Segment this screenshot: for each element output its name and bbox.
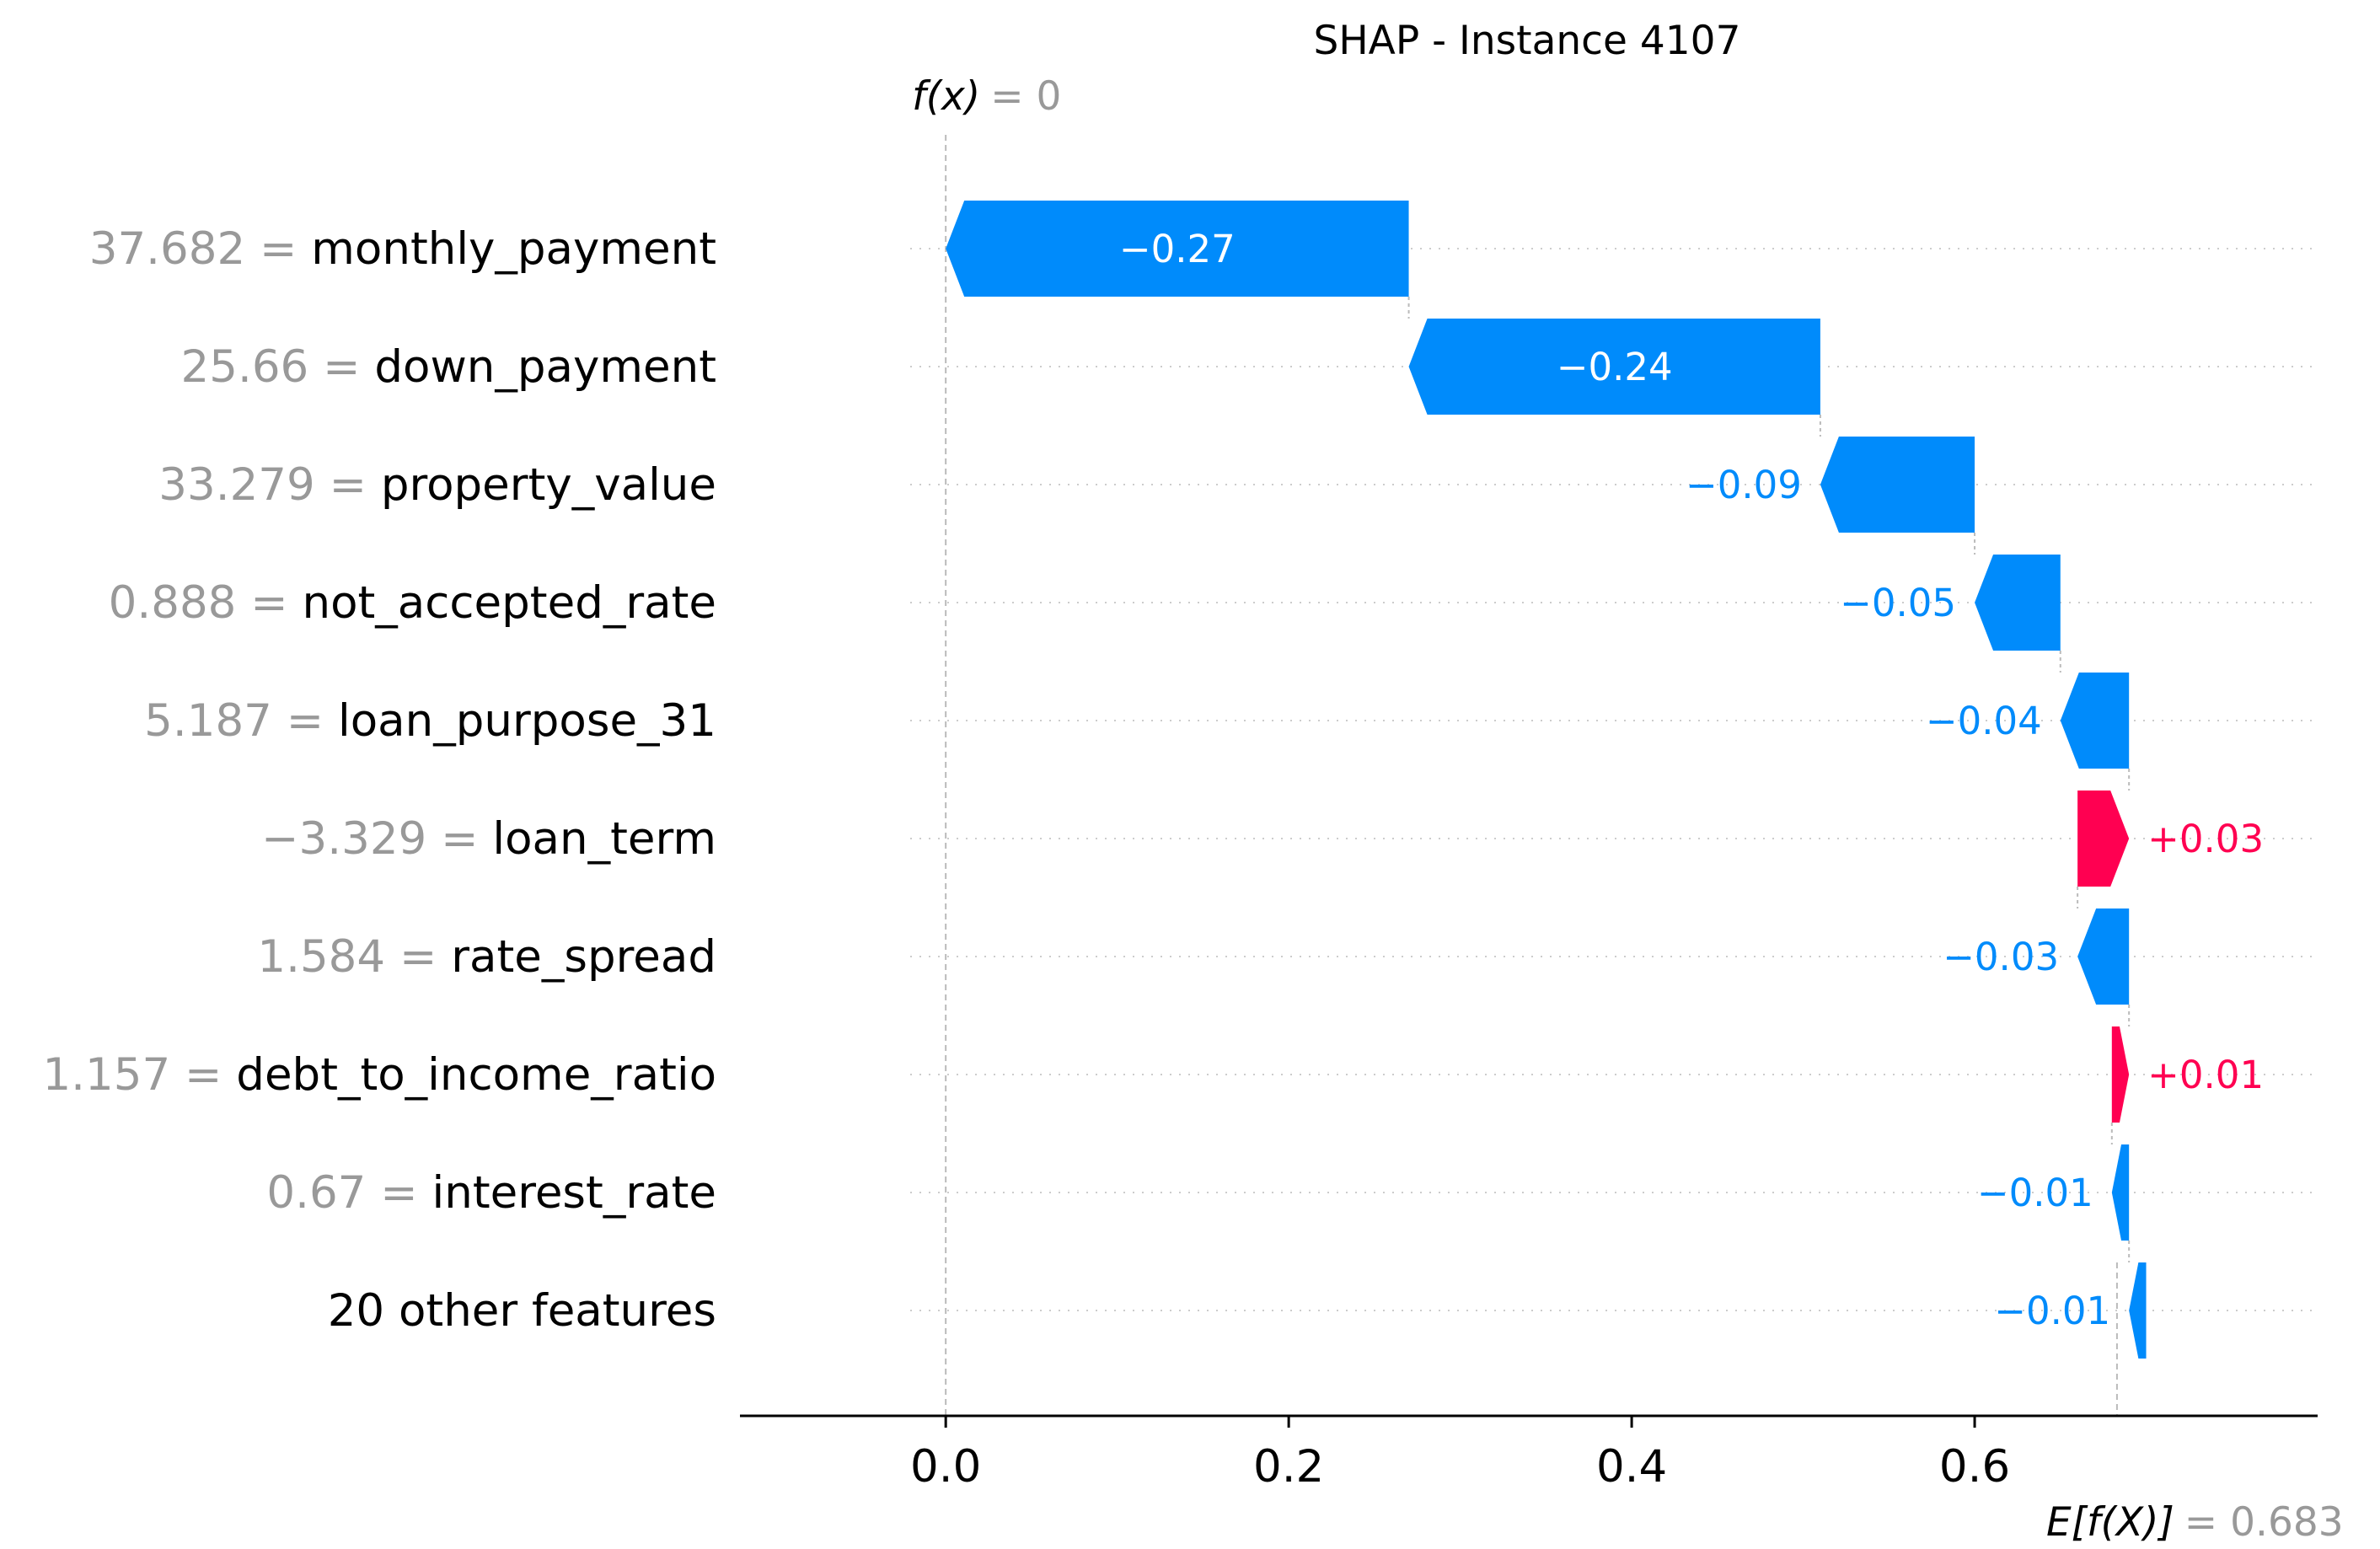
contribution-label: −0.01	[1977, 1171, 2093, 1215]
x-tick-label: 0.0	[910, 1441, 981, 1493]
x-axis: 0.0 0.2 0.4 0.6	[740, 1414, 2318, 1493]
feature-label: 0.67 = interest_rate	[266, 1167, 716, 1219]
bar-loan-term	[2077, 791, 2130, 887]
feature-name: debt_to_income_ratio	[236, 1049, 716, 1101]
feature-name: rate_spread	[451, 931, 716, 983]
bar-debt-to-income-ratio	[2111, 1026, 2130, 1123]
contribution-label: −0.24	[1557, 345, 1673, 389]
feature-name: loan_term	[492, 813, 716, 865]
feature-name: not_accepted_rate	[303, 577, 717, 629]
efx-equals: =	[2184, 1499, 2230, 1546]
feature-label: 20 other features	[328, 1285, 716, 1337]
bar-interest-rate	[2111, 1144, 2130, 1241]
feature-label: 37.682 = monthly_payment	[89, 223, 716, 275]
feature-label: 0.888 = not_accepted_rate	[109, 577, 716, 629]
bar-rate-spread	[2077, 908, 2130, 1005]
feature-value: 5.187 =	[144, 695, 338, 747]
feature-label: −3.329 = loan_term	[261, 813, 716, 865]
contribution-label: −0.04	[1926, 699, 2042, 743]
feature-value: 1.584 =	[257, 931, 451, 983]
feature-labels: 37.682 = monthly_payment 25.66 = down_pay…	[42, 223, 716, 1337]
x-tick-label: 0.6	[1939, 1441, 2010, 1493]
efx-value: 0.683	[2230, 1499, 2344, 1546]
feature-name: property_value	[381, 459, 716, 511]
contribution-label: −0.01	[1994, 1289, 2110, 1333]
x-tick-label: 0.4	[1596, 1441, 1667, 1493]
efx-label: E[f(X)]	[2046, 1499, 2174, 1546]
feature-label: 1.157 = debt_to_income_ratio	[42, 1049, 716, 1101]
contribution-label: +0.03	[2147, 817, 2264, 861]
fx-label: f(x)	[912, 73, 980, 120]
bar-monthly-payment	[946, 201, 1409, 297]
feature-value: 25.66 =	[181, 341, 375, 393]
contribution-label: −0.27	[1119, 227, 1236, 271]
x-tick-label: 0.2	[1253, 1441, 1324, 1493]
feature-label: 33.279 = property_value	[158, 459, 716, 511]
bar-loan-purpose-31	[2060, 673, 2130, 769]
feature-value: −3.329 =	[261, 813, 492, 865]
feature-name: down_payment	[374, 341, 716, 393]
bar-not-accepted-rate	[1975, 555, 2061, 651]
fx-value: 0	[1037, 73, 1062, 120]
feature-value: 33.279 =	[158, 459, 381, 511]
feature-value: 1.157 =	[42, 1049, 236, 1101]
bars: −0.27 −0.24 −0.09 −0.05 −0.04 +0.03 −0.03 +0.01…	[946, 201, 2264, 1359]
fx-annotation: f(x) = 0	[912, 73, 1061, 120]
bar-property-value	[1820, 437, 1975, 533]
feature-label: 25.66 = down_payment	[181, 341, 716, 393]
chart-title: SHAP - Instance 4107	[1314, 18, 1741, 64]
feature-name: loan_purpose_31	[338, 695, 716, 747]
feature-label: 1.584 = rate_spread	[257, 931, 716, 983]
bar-down-payment	[1408, 319, 1820, 415]
reference-lines	[945, 135, 2131, 1416]
feature-value: 0.67 =	[266, 1167, 432, 1219]
feature-label: 5.187 = loan_purpose_31	[144, 695, 716, 747]
feature-name: monthly_payment	[311, 223, 716, 275]
contribution-label: −0.05	[1840, 581, 1956, 625]
bar-20-other-features	[2129, 1262, 2147, 1359]
feature-name: 20 other features	[328, 1285, 716, 1337]
contribution-label: +0.01	[2147, 1053, 2264, 1097]
contribution-label: −0.09	[1686, 463, 1802, 507]
contribution-label: −0.03	[1943, 935, 2059, 979]
fx-equals: =	[990, 73, 1036, 120]
feature-value: 0.888 =	[109, 577, 303, 629]
feature-value: 37.682 =	[89, 223, 312, 275]
efx-annotation: E[f(X)] = 0.683	[2046, 1499, 2344, 1546]
feature-name: interest_rate	[432, 1167, 717, 1219]
